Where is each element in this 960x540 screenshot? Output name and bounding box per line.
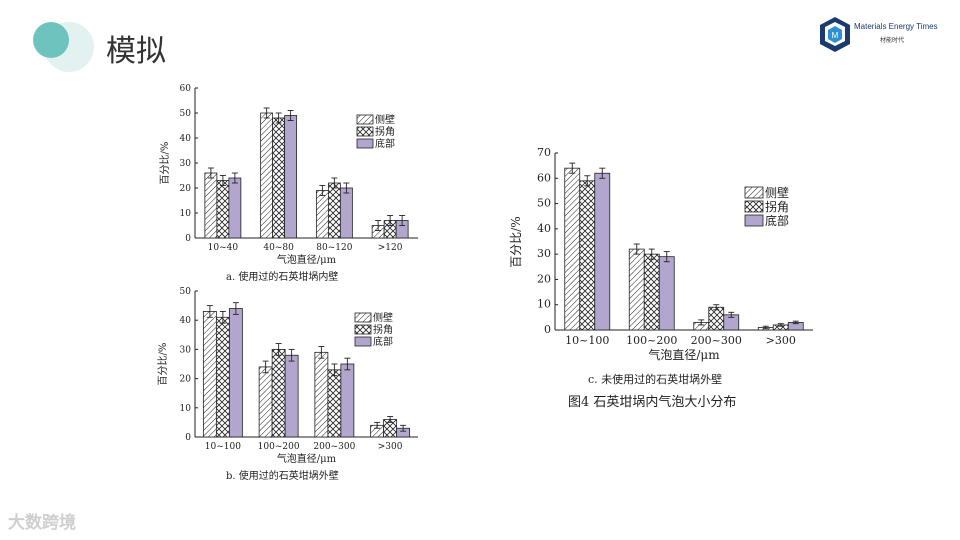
svg-text:M: M xyxy=(832,31,839,40)
chart-0-bar-solid xyxy=(284,115,298,239)
chart-1-bar-hatch xyxy=(258,366,273,438)
chart-0-ytick-label: 0 xyxy=(185,234,191,244)
chart-0-bar-solid xyxy=(228,177,242,239)
chart-1-legend-label: 底部 xyxy=(373,335,393,348)
chart-0-xtick-label: >120 xyxy=(378,243,403,253)
chart-1-ytick-label: 50 xyxy=(180,287,192,297)
chart-0-ytick-label: 60 xyxy=(180,84,192,94)
chart-0-legend-label: 底部 xyxy=(375,137,395,150)
chart-1-legend-swatch xyxy=(354,336,372,347)
chart-1-bar-cross xyxy=(271,348,286,438)
chart-1-ytick-label: 0 xyxy=(185,433,191,443)
chart-2-bar-cross xyxy=(579,180,596,331)
chart-2-ytick-label: 50 xyxy=(537,197,551,210)
chart-0-xtick-label: 80~120 xyxy=(316,243,352,253)
chart-1-ytick-label: 10 xyxy=(180,404,192,414)
chart-0-legend-swatch xyxy=(356,126,374,137)
chart-0-ylabel: 百分比/% xyxy=(159,142,171,185)
chart-0-bar-hatch xyxy=(315,190,329,239)
chart-1-ytick-label: 30 xyxy=(180,345,192,355)
chart-2-ytick-label: 70 xyxy=(537,146,551,159)
brand-subtitle: 材能时代 xyxy=(880,37,905,44)
chart-0-xtick-label: 10~40 xyxy=(208,243,239,253)
chart-1-ytick-label: 40 xyxy=(180,316,192,326)
chart-0-xlabel: 气泡直径/μm xyxy=(277,253,337,266)
chart-0-bar-cross xyxy=(272,117,286,239)
chart-1-bar-cross xyxy=(215,316,230,438)
brand-cube-icon: M xyxy=(820,17,850,52)
chart-0-xtick-label: 40~80 xyxy=(263,243,294,253)
chart-2-ytick-label: 0 xyxy=(544,323,551,336)
watermark: 大数跨境 xyxy=(8,513,76,533)
chart-0-bar-cross xyxy=(216,180,230,239)
chart-2-ytick-label: 60 xyxy=(537,171,551,184)
chart-0-bar-cross xyxy=(327,182,341,239)
chart-c-caption: c. 未使用过的石英坩埚外壁 xyxy=(588,373,723,386)
chart-2-ytick-label: 20 xyxy=(537,272,551,285)
chart-2-bar-cross xyxy=(708,306,725,331)
chart-2-bar-hatch xyxy=(564,167,581,331)
chart-1-xtick-label: >300 xyxy=(378,442,403,452)
brand-name: Materials Energy Times xyxy=(854,22,938,31)
chart-a-caption: a. 使用过的石英坩埚内壁 xyxy=(226,272,339,283)
chart-0-ytick-label: 50 xyxy=(180,109,192,119)
decor-circle-teal xyxy=(33,22,69,58)
chart-0-legend-label: 侧壁 xyxy=(375,113,395,126)
chart-0-legend-swatch xyxy=(356,138,374,149)
chart-0-ytick-label: 40 xyxy=(180,134,192,144)
chart-1-xtick-label: 100~200 xyxy=(258,442,300,452)
chart-0-ytick-label: 20 xyxy=(180,184,192,194)
chart-b-caption: b. 使用过的石英坩埚外壁 xyxy=(226,471,339,482)
figure-caption: 图4 石英坩埚内气泡大小分布 xyxy=(568,395,737,410)
chart-2-xtick-label: 10~100 xyxy=(565,334,609,347)
chart-1-bar-cross xyxy=(327,369,342,438)
chart-2-xtick-label: >300 xyxy=(766,334,796,347)
chart-2-legend-swatch xyxy=(744,186,764,199)
chart-1-xlabel: 气泡直径/μm xyxy=(277,452,337,465)
chart-0-bar-solid xyxy=(339,187,353,239)
brand-logo: M Materials Energy Times 材能时代 xyxy=(818,16,948,56)
chart-2-legend-label: 侧壁 xyxy=(765,185,789,200)
chart-0-legend-label: 拐角 xyxy=(375,125,395,138)
chart-1-ytick-label: 20 xyxy=(180,375,192,385)
chart-2-legend-label: 拐角 xyxy=(765,199,789,214)
chart-0-ytick-label: 10 xyxy=(180,209,192,219)
chart-1-bar-solid xyxy=(228,308,243,438)
chart-1-bar-solid xyxy=(284,354,299,438)
chart-2-bar-cross xyxy=(643,253,660,331)
chart-1-bar-hatch xyxy=(202,311,217,438)
chart-2-xlabel: 气泡直径/μm xyxy=(648,347,720,362)
chart-2-ytick-label: 10 xyxy=(537,298,551,311)
chart-1-ylabel: 百分比/% xyxy=(157,343,169,386)
chart-2-bar-solid xyxy=(658,256,675,331)
chart-1-bar-hatch xyxy=(314,351,329,438)
page-title: 模拟 xyxy=(106,34,166,69)
chart-2-xtick-label: 100~200 xyxy=(626,334,677,347)
chart-2-legend-label: 底部 xyxy=(765,213,789,228)
chart-2-xtick-label: 200~300 xyxy=(691,334,742,347)
chart-2-ytick-label: 30 xyxy=(537,247,551,260)
chart-2-legend-swatch xyxy=(744,200,764,213)
chart-2-ylabel: 百分比/% xyxy=(509,216,523,267)
chart-0-legend-swatch xyxy=(356,114,374,125)
chart-1-legend-label: 侧壁 xyxy=(373,311,393,324)
chart-0-ytick-label: 30 xyxy=(180,159,192,169)
chart-0-bar-hatch xyxy=(204,172,218,239)
chart-1-legend-swatch xyxy=(354,324,372,335)
chart-1-xtick-label: 10~100 xyxy=(205,442,241,452)
chart-2-ytick-label: 40 xyxy=(537,222,551,235)
chart-2-bar-hatch xyxy=(628,248,645,331)
chart-2-legend-swatch xyxy=(744,214,764,227)
chart-2-bar-solid xyxy=(594,172,611,331)
chart-0-bar-hatch xyxy=(260,112,274,239)
chart-1-legend-swatch xyxy=(354,312,372,323)
chart-1-legend-label: 拐角 xyxy=(373,323,393,336)
chart-1-xtick-label: 200~300 xyxy=(313,442,355,452)
chart-1-bar-solid xyxy=(340,363,355,438)
